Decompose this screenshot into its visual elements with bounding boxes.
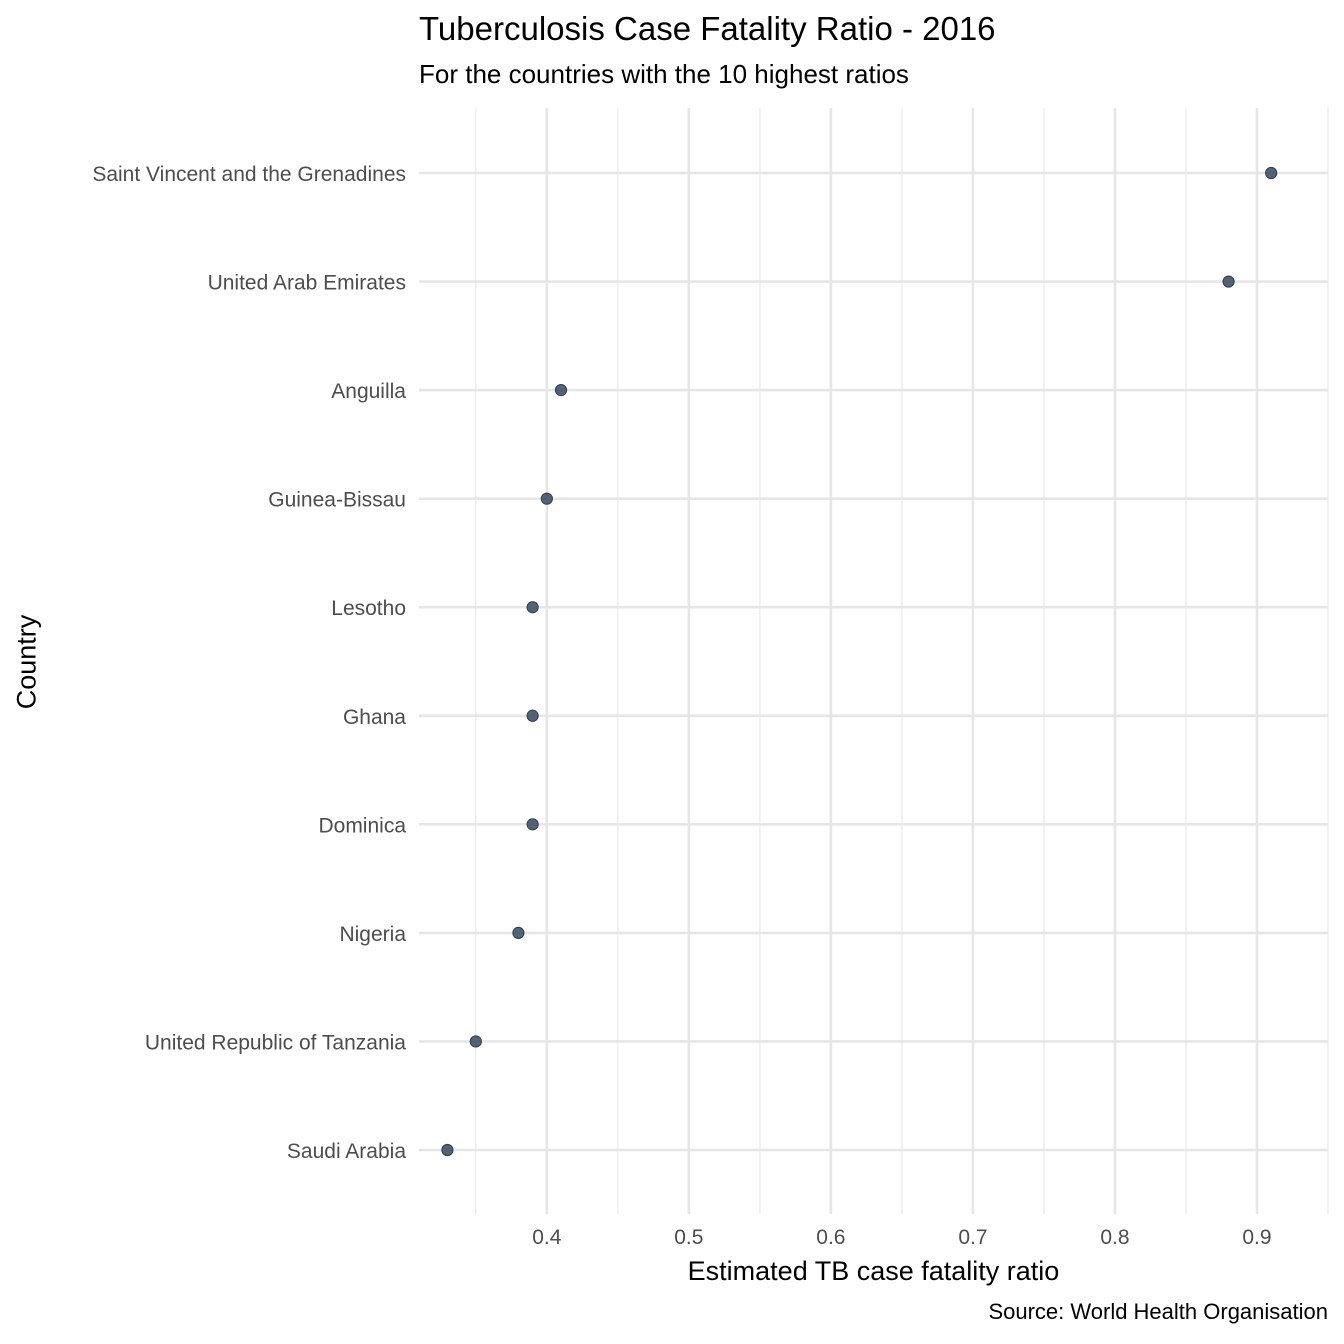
chart-subtitle: For the countries with the 10 highest ra… — [419, 59, 909, 89]
y-tick-label: Nigeria — [339, 923, 406, 946]
data-point — [469, 1035, 482, 1048]
data-point — [1265, 166, 1278, 180]
data-point — [526, 818, 539, 831]
y-tick-label: United Republic of Tanzania — [145, 1031, 406, 1054]
data-point — [1222, 275, 1235, 288]
data-point — [526, 709, 539, 722]
x-tick-label: 0.4 — [532, 1226, 562, 1249]
data-point — [540, 492, 553, 505]
data-point — [526, 601, 539, 614]
y-tick-label: Ghana — [343, 706, 406, 729]
y-tick-label: Dominica — [318, 814, 406, 837]
x-axis-label: Estimated TB case fatality ratio — [687, 1256, 1060, 1286]
x-tick-label: 0.5 — [674, 1226, 703, 1249]
y-tick-label: Lesotho — [331, 597, 406, 620]
x-tick-label: 0.6 — [816, 1226, 845, 1249]
data-point — [512, 926, 525, 939]
data-point — [554, 384, 568, 397]
y-tick-label: Saudi Arabia — [287, 1140, 406, 1163]
y-tick-label: Saint Vincent and the Grenadines — [92, 163, 406, 186]
x-tick-label: 0.7 — [958, 1226, 987, 1249]
chart-title: Tuberculosis Case Fatality Ratio - 2016 — [419, 10, 996, 47]
y-axis-label: Country — [11, 614, 42, 710]
y-tick-label: Anguilla — [331, 380, 406, 403]
x-tick-label: 0.8 — [1100, 1226, 1129, 1249]
y-tick-label: Guinea-Bissau — [268, 489, 406, 512]
x-tick-label: 0.9 — [1242, 1226, 1271, 1249]
chart-caption: Source: World Health Organisation — [988, 1299, 1328, 1324]
data-point — [441, 1143, 454, 1157]
y-tick-label: United Arab Emirates — [208, 272, 406, 295]
